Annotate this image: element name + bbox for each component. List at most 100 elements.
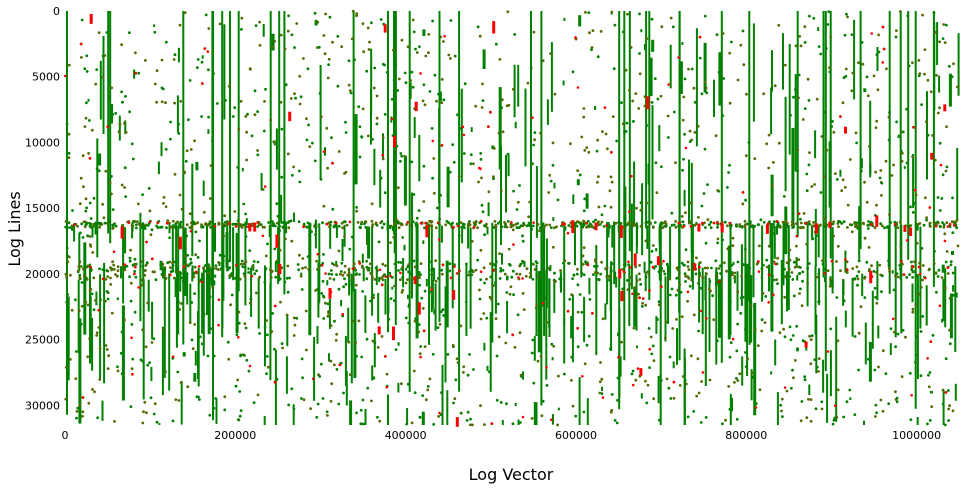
green-point (453, 397, 457, 401)
green-point (799, 44, 803, 48)
green-point (422, 164, 426, 168)
green-point (67, 63, 71, 67)
green-point (908, 273, 911, 276)
green-point (279, 100, 283, 104)
green-point (78, 260, 82, 264)
green-point (287, 226, 291, 230)
green-point (498, 277, 502, 280)
green-point (787, 268, 791, 271)
green-point (539, 226, 542, 230)
green-point (741, 295, 745, 299)
green-point (101, 268, 105, 271)
green-point (478, 297, 482, 301)
red-point (830, 259, 834, 263)
green-point (131, 225, 135, 228)
green-point (522, 221, 525, 225)
green-streak (942, 279, 945, 322)
green-point (917, 74, 921, 78)
green-streak (501, 420, 504, 425)
green-point (305, 348, 308, 352)
green-streak (335, 225, 338, 238)
green-point (164, 147, 168, 151)
green-point (935, 290, 938, 294)
green-point (892, 163, 895, 167)
green-point (761, 292, 765, 295)
green-streak (168, 224, 171, 234)
green-point (226, 259, 230, 263)
green-point (917, 59, 921, 62)
red-point (638, 296, 641, 300)
green-point (615, 421, 619, 425)
green-point (600, 377, 604, 381)
green-point (184, 159, 188, 163)
green-streak (776, 225, 778, 235)
green-point (679, 223, 682, 227)
green-streak (649, 57, 653, 97)
green-streak (177, 47, 180, 63)
green-point (492, 177, 495, 181)
green-point (406, 265, 410, 269)
green-point (549, 226, 553, 230)
green-point (434, 226, 438, 230)
green-streak (718, 279, 721, 338)
green-point (845, 270, 849, 274)
green-point (224, 99, 227, 102)
green-point (347, 271, 351, 275)
green-point (628, 276, 632, 279)
red-point (458, 269, 461, 273)
green-point (204, 13, 208, 17)
green-point (942, 223, 946, 227)
green-point (84, 300, 88, 304)
green-point (853, 222, 857, 225)
green-point (451, 221, 454, 225)
green-point (97, 169, 101, 173)
green-streak (581, 272, 584, 276)
green-streak (124, 120, 127, 135)
green-point (419, 345, 423, 348)
green-point (193, 323, 197, 326)
green-point (67, 221, 71, 225)
green-point (137, 71, 141, 75)
green-point (89, 245, 93, 248)
green-point (698, 56, 702, 60)
green-point (790, 271, 794, 274)
green-point (869, 220, 873, 224)
red-point (385, 386, 389, 389)
green-point (258, 20, 261, 24)
green-point (357, 319, 361, 323)
green-point (624, 223, 628, 227)
green-point (717, 70, 721, 74)
green-point (896, 275, 900, 279)
green-streak (594, 105, 597, 110)
green-point (941, 221, 944, 225)
green-streak (635, 222, 638, 254)
green-point (471, 423, 474, 427)
red-point (712, 221, 716, 225)
green-point (223, 408, 227, 412)
green-point (176, 220, 180, 224)
green-point (165, 226, 168, 230)
green-point (479, 317, 483, 321)
green-streak (578, 377, 581, 425)
red-point (918, 272, 922, 276)
green-point (839, 269, 842, 272)
green-point (585, 146, 589, 150)
green-point (591, 29, 595, 32)
green-point (360, 220, 364, 224)
green-point (495, 260, 498, 264)
green-point (791, 368, 794, 372)
green-point (65, 275, 68, 279)
red-point (576, 327, 579, 330)
green-point (120, 43, 123, 47)
green-point (179, 302, 183, 305)
red-point (911, 265, 915, 268)
green-point (188, 79, 192, 82)
green-streak (191, 163, 194, 257)
green-point (412, 193, 416, 196)
green-point (730, 263, 734, 267)
green-point (381, 157, 385, 161)
green-point (599, 272, 603, 276)
green-point (198, 279, 202, 283)
green-point (947, 389, 950, 392)
green-point (295, 22, 299, 25)
